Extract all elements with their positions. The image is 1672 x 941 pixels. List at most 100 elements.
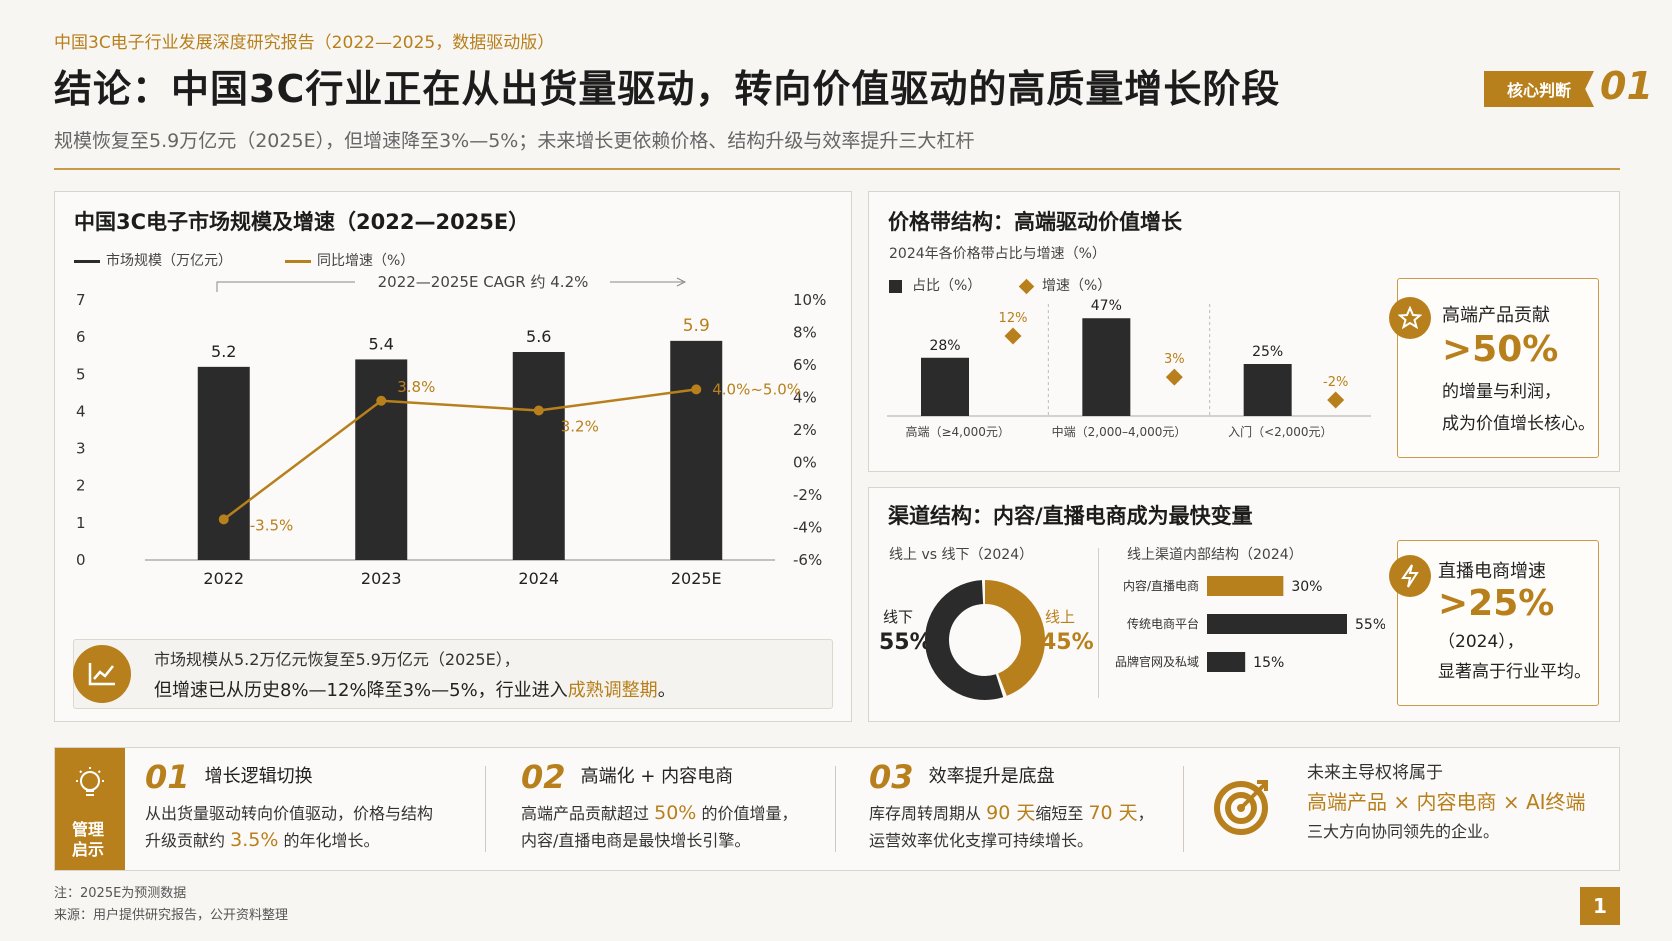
insight-03-line1: 库存周转周期从 90 天缩短至 70 天， [869,800,1154,827]
y-tick-label: 4 [76,402,86,420]
y-tick-label: 6 [76,328,86,346]
price-panel-subtitle: 2024年各价格带占比与增速（%） [889,246,1106,262]
y2-tick-label: 4% [793,389,817,407]
premium-callout-line1: 的增量与利润， [1442,382,1561,402]
market-panel: 中国3C电子市场规模及增速（2022—2025E） 市场规模（万亿元） 同比增速… [54,191,852,722]
report-kicker: 中国3C电子行业发展深度研究报告（2022—2025，数据驱动版） [54,33,555,53]
channel-category-label: 传统电商平台 [1127,616,1199,631]
insight-03-highlight-b: 70 天 [1088,802,1138,824]
growth-label: 4.0%~5.0% [712,380,801,398]
price-panel-title: 价格带结构：高端驱动价值增长 [888,210,1182,234]
channel-donut [925,580,1045,700]
bar-value-label: 5.2 [211,342,236,361]
y2-tick-label: -2% [793,486,822,504]
legend-share-swatch [889,279,902,293]
insight-02-text-c: 的价值增量， [701,804,798,823]
online-value: 45% [1041,630,1094,655]
price-category-label: 高端（≥4,000元） [905,424,1009,439]
legend-share-label: 占比（%） [912,278,982,294]
y2-tick-label: 8% [793,324,817,342]
bar-market-size [512,352,565,560]
insight-02-line2: 内容/直播电商是最快增长引擎。 [521,831,751,850]
price-category-label: 中端（2,000–4,000元） [1052,424,1187,439]
target-icon [1213,776,1273,840]
header-divider [54,168,1620,170]
bar-market-size [197,366,250,560]
legend-size-swatch [74,259,100,263]
footnotes: 注：2025E为预测数据 来源：用户提供研究报告，公开资料整理 [54,883,288,927]
summary-text-a: 但增速已从历史8%—12%降至3%—5%，行业进入 [154,680,568,701]
insight-02: 02 高端化 + 内容电商 高端产品贡献超过 50% 的价值增量， 内容/直播电… [521,758,797,854]
management-insights: 管理启示 01 增长逻辑切换 从出货量驱动转向价值驱动，价格与结构 升级贡献约 … [54,747,1620,871]
page-subtitle: 规模恢复至5.9万亿元（2025E），但增速降至3%—5%；未来增长更依赖价格、… [54,130,975,152]
live-callout-value: >25% [1438,583,1555,624]
bar-price-share [1082,318,1131,416]
insights-label-block: 管理启示 [55,748,125,870]
y2-tick-label: -4% [793,519,822,537]
cagr-bracket-left [216,281,355,292]
insight-02-number: 02 [521,758,566,796]
insight-01-line1: 从出货量驱动转向价值驱动，价格与结构 [145,804,434,823]
bar-market-size [355,359,408,560]
legend-growth: 同比增速（%） [285,250,414,270]
price-share-label: 28% [929,338,960,354]
premium-callout-value: >50% [1442,329,1559,370]
insights-label: 管理启示 [72,820,105,859]
channel-value-label: 15% [1253,655,1284,671]
price-growth-marker [1327,391,1345,409]
insight-03-number: 03 [869,758,914,796]
bar-channel-share [1207,652,1246,672]
final-insight-highlight: 高端产品 × 内容电商 × AI终端 [1307,790,1586,814]
market-chart: 2022—2025E CAGR 约 4.2% 0 1 2 3 4 5 6 7 -6% -4% -2% 0… [76,273,826,588]
bar-price-share [921,357,969,416]
star-icon [1389,297,1431,339]
price-growth-marker [1004,327,1022,345]
live-callout-line2: 显著高于行业平均。 [1438,662,1591,682]
channel-panel: 渠道结构：内容/直播电商成为最快变量 线上 vs 线下（2024） 线上渠道内部… [868,487,1620,722]
insight-01-text-a: 升级贡献约 [145,831,226,850]
insight-03-highlight-a: 90 天 [986,802,1036,824]
insight-03-text-a: 库存周转周期从 [869,804,982,823]
premium-callout-line2: 成为价值增长核心。 [1442,414,1595,434]
price-growth-label: 3% [1164,352,1185,367]
live-callout-title: 直播电商增速 [1438,561,1546,582]
y-tick-label: 1 [76,514,86,532]
insight-02-line1: 高端产品贡献超过 50% 的价值增量， [521,800,797,827]
insight-01-line2: 升级贡献约 3.5% 的年化增长。 [145,827,433,854]
cagr-label: 2022—2025E CAGR 约 4.2% [378,273,589,291]
legend-price-growth: 增速（%） [1018,275,1111,295]
market-summary-box: 市场规模从5.2万亿元恢复至5.9万亿元（2025E）， 但增速已从历史8%—1… [73,639,833,709]
lightbulb-icon [73,766,107,808]
y2-tick-label: 0% [793,454,817,472]
growth-point [691,384,702,395]
offline-value: 55% [879,630,932,655]
y-tick-label: 2 [76,477,86,495]
live-callout: 直播电商增速 >25% （2024）， 显著高于行业平均。 [1389,540,1599,706]
final-insight: 未来主导权将属于 高端产品 × 内容电商 × AI终端 三大方向协同领先的企业。 [1307,760,1586,845]
legend-share: 占比（%） [889,275,981,295]
price-share-label: 25% [1252,344,1283,360]
legend-size-label: 市场规模（万亿元） [106,253,232,269]
channel-category-label: 品牌官网及私域 [1115,654,1199,669]
market-panel-title: 中国3C电子市场规模及增速（2022—2025E） [74,210,530,234]
insight-03-title: 效率提升是底盘 [928,766,1055,787]
x-tick-label: 2024 [518,569,559,588]
insight-01-highlight: 3.5% [230,829,279,851]
growth-label: -3.5% [250,516,294,534]
core-judgment-badge: 核心判断 [1484,71,1594,107]
bar-value-label: 5.4 [369,334,394,353]
bar-channel-share [1207,614,1347,634]
y-tick-label: 5 [76,365,86,383]
channel-value-label: 30% [1291,579,1322,595]
market-summary-line1: 市场规模从5.2万亿元恢复至5.9万亿元（2025E）， [154,650,520,669]
x-tick-label: 2025E [671,569,722,588]
premium-callout: 高端产品贡献 >50% 的增量与利润， 成为价值增长核心。 [1389,278,1599,458]
growth-label: 3.2% [561,418,599,436]
bar-channel-share [1207,576,1284,596]
final-insight-line1: 未来主导权将属于 [1307,763,1443,783]
price-growth-label: -2% [1323,375,1348,390]
y-tick-label: 3 [76,440,86,458]
offline-label: 线下 [883,608,914,626]
cagr-arrow [676,277,687,287]
chart-trend-icon [73,645,131,703]
